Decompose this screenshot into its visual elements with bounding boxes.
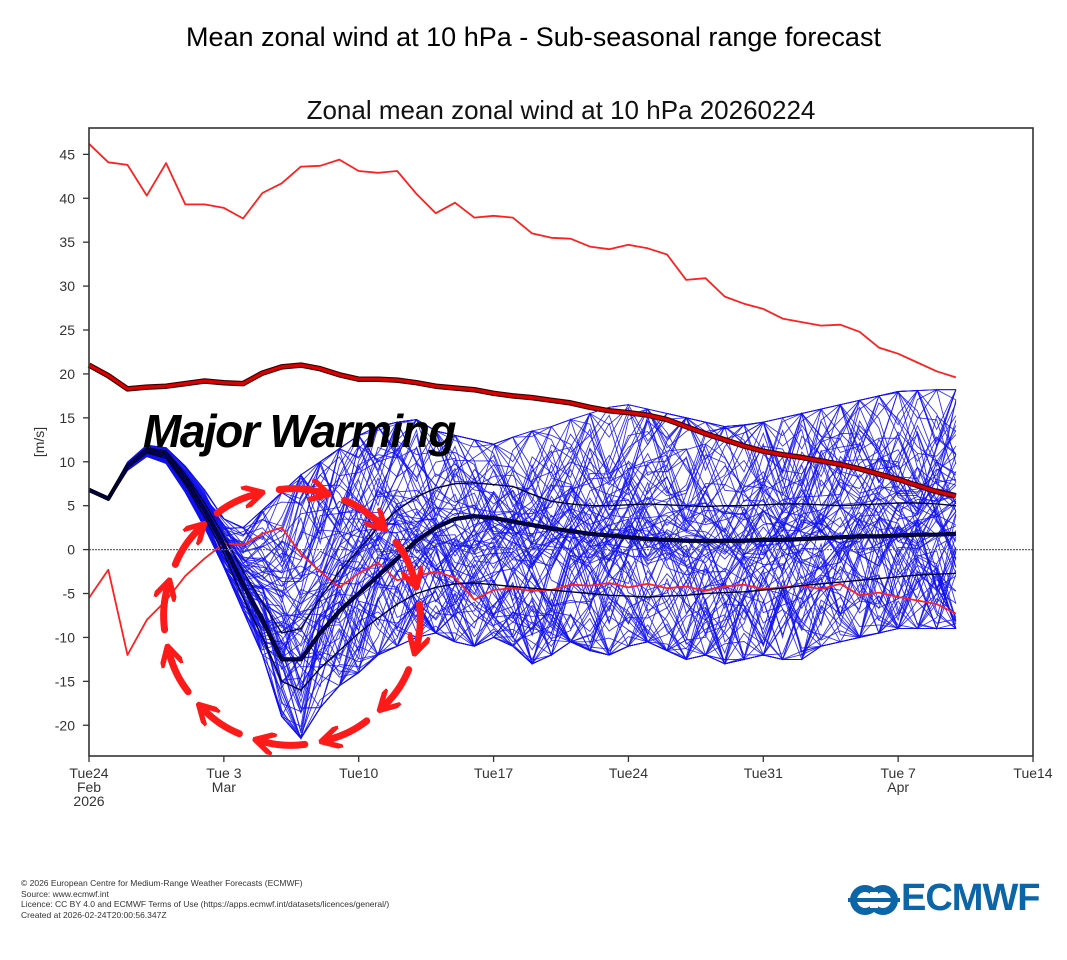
ensemble-member-line bbox=[88, 404, 957, 559]
x-tick-label: Mar bbox=[212, 779, 236, 795]
ensemble-member-line bbox=[88, 404, 957, 543]
annotation-arrow bbox=[205, 711, 243, 738]
x-tick-label: Tue31 bbox=[744, 765, 783, 781]
x-tick-label: Tue10 bbox=[339, 765, 378, 781]
y-tick-label: 25 bbox=[59, 322, 75, 338]
y-tick-label: -15 bbox=[55, 673, 75, 689]
historical-minimum-line bbox=[88, 526, 957, 656]
y-tick-label: -10 bbox=[55, 629, 75, 645]
y-tick-label: 0 bbox=[67, 542, 75, 558]
ensemble-member-line bbox=[88, 389, 957, 599]
y-tick-label: 35 bbox=[59, 234, 75, 250]
ensemble-member-line bbox=[88, 403, 957, 555]
footer-copyright: © 2026 European Centre for Medium-Range … bbox=[21, 878, 303, 888]
ecmwf-logo: ECMWF bbox=[848, 877, 1048, 920]
annotation-arrow bbox=[330, 717, 371, 739]
page-title: Mean zonal wind at 10 hPa - Sub-seasonal… bbox=[186, 22, 881, 52]
footer-credits: © 2026 European Centre for Medium-Range … bbox=[21, 878, 389, 920]
ensemble-member-line bbox=[88, 388, 957, 579]
x-tick-label: Tue 7 bbox=[881, 765, 916, 781]
historical-maximum-line bbox=[88, 143, 957, 379]
x-tick-label: Feb bbox=[77, 779, 101, 795]
y-tick-label: 10 bbox=[59, 454, 75, 470]
ecmwf-logo-text: ECMWF bbox=[901, 877, 1041, 919]
y-tick-label: -5 bbox=[63, 586, 76, 602]
footer-source: Source: www.ecmwf.int bbox=[21, 888, 109, 899]
x-tick-label: Apr bbox=[887, 779, 909, 795]
ensemble-member-line bbox=[88, 455, 956, 740]
y-tick-label: 20 bbox=[59, 366, 75, 382]
ensemble-member-line bbox=[88, 454, 957, 665]
x-tick-label: Tue17 bbox=[474, 765, 513, 781]
y-tick-label: 45 bbox=[59, 146, 75, 162]
annotation-arrow bbox=[392, 538, 414, 579]
x-tick-label: Tue24 bbox=[69, 765, 108, 781]
annotation-arrow-circle bbox=[164, 489, 421, 746]
ensemble-member-line bbox=[88, 452, 957, 740]
y-axis-ticks: -20 -15 -10 -5 0 5 10 15 20 25 30 35 40 45 bbox=[55, 146, 89, 733]
ensemble-member-line bbox=[88, 453, 957, 740]
ensemble-member-line bbox=[88, 419, 957, 570]
annotation-arrow bbox=[386, 666, 413, 705]
annotation-arrow bbox=[341, 496, 380, 523]
x-tick-label: Tue 3 bbox=[206, 765, 241, 781]
annotation-arrow bbox=[417, 600, 421, 645]
series-lines bbox=[87, 143, 957, 691]
climatological-mean-line bbox=[88, 363, 957, 498]
annotation-arrow bbox=[264, 742, 309, 746]
annotation-arrow bbox=[170, 655, 192, 696]
footer-licence: Licence: CC BY 4.0 and ECMWF Terms of Us… bbox=[21, 899, 390, 909]
ensemble-mean-line bbox=[88, 449, 956, 661]
y-tick-label: 15 bbox=[59, 410, 75, 426]
ensemble-member-line bbox=[88, 449, 957, 634]
x-tick-label: Tue24 bbox=[609, 765, 648, 781]
y-tick-label: 40 bbox=[59, 190, 75, 206]
y-tick-label: 30 bbox=[59, 278, 75, 294]
major-warming-annotation: Major Warming bbox=[143, 405, 456, 457]
annotation-arrow bbox=[164, 589, 168, 634]
x-tick-label: Tue14 bbox=[1013, 765, 1052, 781]
plot-frame bbox=[88, 127, 1034, 757]
ecmwf-logo-icon bbox=[848, 885, 900, 915]
x-tick-label: 2026 bbox=[73, 793, 104, 809]
ensemble-member-line bbox=[88, 454, 957, 665]
annotation-arrow bbox=[213, 495, 254, 517]
annotation-arrow bbox=[171, 530, 198, 568]
ensemble-member-line bbox=[88, 455, 957, 709]
y-tick-label: -20 bbox=[55, 717, 75, 733]
ensemble-upper-percentile-line bbox=[88, 447, 956, 634]
chart-title: Zonal mean zonal wind at 10 hPa 20260224 bbox=[307, 95, 816, 125]
footer-created: Created at 2026-02-24T20:00:56.347Z bbox=[21, 909, 167, 920]
ensemble-member-line bbox=[88, 438, 957, 659]
y-tick-label: 5 bbox=[67, 498, 75, 514]
annotation-arrow bbox=[275, 489, 320, 493]
ensemble-member-line bbox=[88, 455, 957, 675]
y-axis-label: [m/s] bbox=[31, 427, 47, 457]
ensemble-lower-percentile-line bbox=[88, 452, 956, 691]
